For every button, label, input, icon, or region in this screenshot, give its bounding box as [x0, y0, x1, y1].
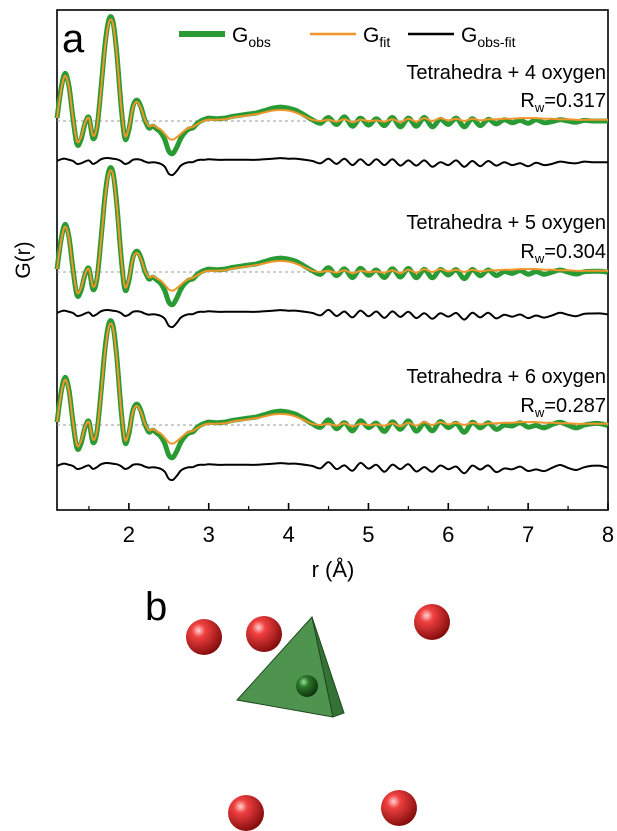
panel-label-2: Tetrahedra + 5 oxygen Rw=0.304	[406, 212, 606, 266]
series-diff-line	[56, 461, 609, 482]
oxygen-atom-2	[246, 616, 282, 652]
x-tick-label: 5	[362, 522, 374, 547]
tetrahedron-side-face	[311, 616, 345, 718]
oxygen-atom-3	[414, 604, 450, 640]
series-obs-line	[54, 318, 609, 461]
oxygen-atom-1	[186, 619, 222, 655]
panel-label-1: Tetrahedra + 4 oxygen Rw=0.317	[406, 62, 606, 115]
series-fit-line	[56, 322, 608, 448]
legend-label-obs: Gobs	[232, 24, 271, 50]
series-obs-line	[54, 14, 608, 157]
panel-a: 2 3 4 5 6 7 8 a Gobs Gfit Gobs-fit Tetrahedra …	[12, 9, 614, 582]
legend-label-fit: Gfit	[363, 24, 390, 50]
x-tick-label: 8	[602, 522, 614, 547]
curve-panel-3	[54, 318, 609, 482]
panel-3-title: Tetrahedra + 6 oxygen	[406, 366, 606, 388]
curve-panel-2	[54, 165, 609, 329]
panel-1-rw: Rw=0.317	[520, 90, 606, 115]
panel-2-rw: Rw=0.304	[520, 241, 606, 266]
oxygen-atom-4	[228, 795, 264, 831]
legend: Gobs Gfit Gobs-fit	[179, 24, 516, 50]
tetrahedron	[236, 615, 345, 718]
curve-layer	[54, 14, 609, 482]
x-tick-label: 7	[522, 522, 534, 547]
panel-3-rw: Rw=0.287	[520, 395, 606, 420]
panel-label-3: Tetrahedra + 6 oxygen Rw=0.287	[406, 366, 606, 420]
center-atom	[296, 675, 318, 697]
legend-label-diff: Gobs-fit	[461, 24, 516, 50]
series-fit-line	[56, 169, 608, 295]
series-diff-line	[56, 156, 608, 177]
x-tick-label: 2	[123, 522, 135, 547]
series-fit-line	[56, 18, 608, 144]
panel-a-letter: a	[62, 17, 85, 61]
x-tick-label: 3	[203, 522, 215, 547]
panel-2-title: Tetrahedra + 5 oxygen	[406, 212, 606, 234]
x-tick-label: 6	[442, 522, 454, 547]
y-axis-label: G(r)	[12, 241, 35, 278]
x-axis-label: r (Å)	[312, 557, 355, 582]
x-axis-ticks: 2 3 4 5 6 7 8	[88, 503, 614, 547]
panel-b: b	[145, 585, 450, 831]
panel-1-title: Tetrahedra + 4 oxygen	[406, 62, 606, 84]
oxygen-atom-5	[381, 790, 417, 826]
series-obs-line	[54, 165, 609, 308]
curve-panel-1	[54, 14, 608, 177]
x-tick-label: 4	[282, 522, 294, 547]
series-diff-line	[56, 308, 609, 329]
panel-b-letter: b	[145, 585, 167, 629]
